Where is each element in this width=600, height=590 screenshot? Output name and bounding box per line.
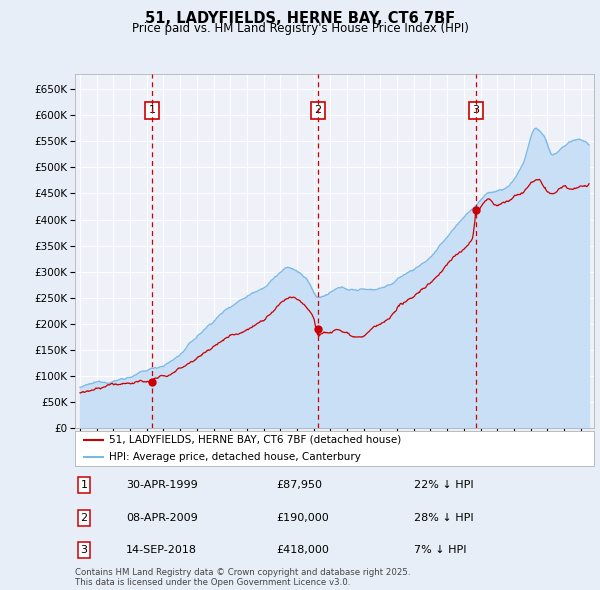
Text: 51, LADYFIELDS, HERNE BAY, CT6 7BF: 51, LADYFIELDS, HERNE BAY, CT6 7BF xyxy=(145,11,455,25)
Text: £418,000: £418,000 xyxy=(276,545,329,555)
Text: 22% ↓ HPI: 22% ↓ HPI xyxy=(414,480,473,490)
Text: £87,950: £87,950 xyxy=(276,480,322,490)
Text: £190,000: £190,000 xyxy=(276,513,329,523)
Text: 1: 1 xyxy=(149,105,156,115)
Text: 28% ↓ HPI: 28% ↓ HPI xyxy=(414,513,473,523)
Text: Price paid vs. HM Land Registry's House Price Index (HPI): Price paid vs. HM Land Registry's House … xyxy=(131,22,469,35)
Text: HPI: Average price, detached house, Canterbury: HPI: Average price, detached house, Cant… xyxy=(109,453,361,462)
Text: 7% ↓ HPI: 7% ↓ HPI xyxy=(414,545,467,555)
Text: 51, LADYFIELDS, HERNE BAY, CT6 7BF (detached house): 51, LADYFIELDS, HERNE BAY, CT6 7BF (deta… xyxy=(109,435,401,444)
Text: 30-APR-1999: 30-APR-1999 xyxy=(126,480,198,490)
Text: 14-SEP-2018: 14-SEP-2018 xyxy=(126,545,197,555)
Text: 08-APR-2009: 08-APR-2009 xyxy=(126,513,198,523)
Text: 2: 2 xyxy=(314,105,322,115)
Text: 3: 3 xyxy=(80,545,88,555)
Text: Contains HM Land Registry data © Crown copyright and database right 2025.
This d: Contains HM Land Registry data © Crown c… xyxy=(75,568,410,587)
Text: 2: 2 xyxy=(80,513,88,523)
Text: 3: 3 xyxy=(472,105,479,115)
Text: 1: 1 xyxy=(80,480,88,490)
